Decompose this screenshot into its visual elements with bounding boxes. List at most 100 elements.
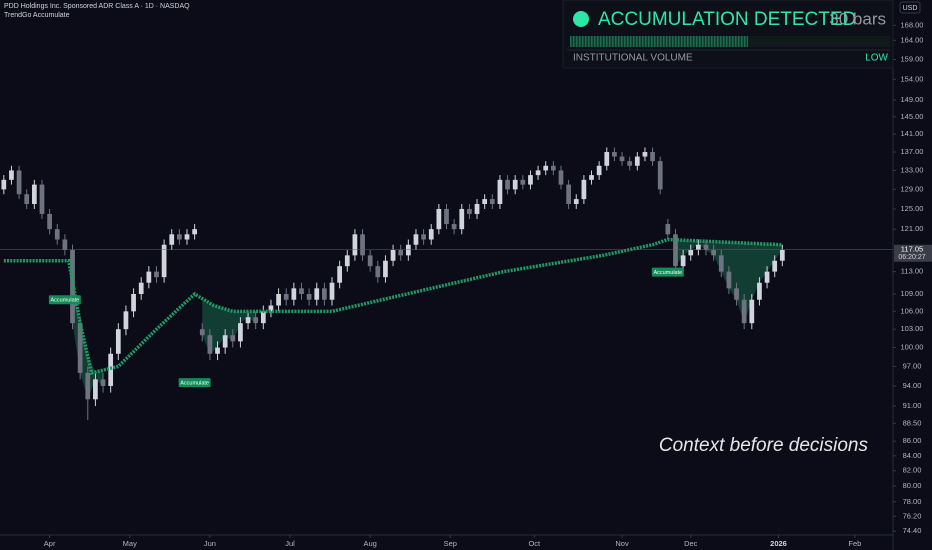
candle-body: [772, 260, 778, 272]
candle-body: [39, 184, 45, 214]
candle-body: [634, 156, 640, 166]
candle-body: [444, 208, 449, 225]
candle-body: [573, 199, 579, 205]
candle-body: [154, 271, 159, 278]
candle: [421, 229, 426, 245]
candle: [383, 255, 388, 283]
candle: [276, 288, 281, 312]
candle-body: [680, 255, 686, 267]
candle: [772, 255, 778, 278]
candle-body: [337, 266, 343, 283]
candle-body: [749, 299, 755, 324]
panel-background: [562, 0, 894, 69]
chart-title: PDD Holdings Inc. Sponsored ADR Class A …: [4, 3, 190, 10]
candle: [665, 218, 671, 240]
candle: [497, 175, 503, 209]
candle-body: [322, 288, 327, 300]
candle: [734, 282, 739, 306]
candle: [451, 218, 457, 235]
candle-body: [428, 229, 434, 240]
candle: [268, 299, 274, 318]
volume-fill: [570, 36, 748, 47]
y-tick-label: 84.00: [903, 451, 922, 460]
candle-body: [62, 239, 68, 251]
y-tick-label: 168.00: [901, 20, 924, 29]
candle: [47, 208, 52, 235]
status-text: ACCUMULATION DETECTED: [598, 9, 856, 30]
candle-body: [260, 311, 266, 324]
y-tick-label: 133.00: [901, 165, 924, 174]
candle-body: [734, 288, 739, 300]
candle: [550, 161, 556, 176]
candle-body: [291, 288, 297, 300]
candle: [169, 229, 175, 251]
candle: [314, 282, 320, 306]
candle: [459, 204, 465, 235]
candle-body: [512, 179, 518, 190]
candle-body: [306, 294, 312, 300]
y-tick-label: 100.00: [901, 343, 924, 352]
candle-body: [169, 234, 175, 245]
candle: [215, 341, 220, 361]
candle-body: [398, 250, 404, 256]
y-tick-label: 164.00: [901, 35, 924, 44]
candle-body: [230, 335, 236, 342]
candle: [444, 204, 449, 230]
candle: [726, 266, 732, 295]
y-tick-label: 121.00: [901, 224, 924, 233]
candle-body: [138, 282, 144, 295]
y-tick-label: 137.00: [901, 147, 924, 156]
candle: [337, 260, 343, 289]
candle-body: [314, 288, 320, 300]
candle-body: [726, 271, 732, 289]
x-tick-label: Jun: [204, 539, 216, 548]
candle-body: [459, 208, 465, 230]
annotation-text: Accumulate: [51, 298, 80, 304]
candle-body: [344, 255, 350, 267]
candle-body: [642, 152, 648, 157]
candle-body: [596, 165, 602, 176]
candle: [230, 329, 236, 348]
candle-body: [421, 234, 426, 240]
candle: [489, 194, 495, 209]
candle-body: [528, 175, 533, 185]
candle: [199, 323, 205, 342]
candle-body: [474, 204, 480, 214]
candle-body: [665, 224, 671, 235]
annotation-box: [48, 295, 81, 305]
candle-body: [657, 161, 663, 190]
candle: [657, 156, 663, 195]
annotation-box: [178, 378, 211, 388]
candle-body: [215, 347, 220, 354]
candle-body: [115, 329, 121, 354]
candle-body: [207, 335, 213, 354]
x-tick-label: Dec: [684, 539, 698, 548]
candle: [741, 294, 747, 330]
x-tick-label: May: [123, 539, 137, 548]
candle: [612, 147, 617, 162]
y-tick-label: 145.00: [901, 112, 924, 121]
candle-body: [253, 317, 259, 324]
candle: [322, 282, 327, 306]
candle: [779, 244, 785, 267]
candle-body: [566, 184, 571, 205]
candle-body: [673, 234, 678, 267]
currency: USD: [903, 5, 918, 12]
candle-body: [604, 152, 610, 166]
candle-body: [413, 234, 419, 245]
candle: [482, 194, 488, 209]
y-tick-label: 149.00: [901, 95, 924, 104]
candle-body: [161, 244, 167, 278]
candle: [192, 224, 197, 240]
candle: [650, 147, 655, 166]
candle: [39, 179, 45, 219]
candle-body: [77, 323, 83, 373]
candle: [176, 229, 182, 245]
candle: [711, 244, 717, 261]
candle-body: [245, 317, 251, 324]
candle-body: [131, 294, 136, 312]
annotation-text: Accumulate: [653, 270, 682, 276]
candle: [85, 366, 91, 420]
x-tick-label: Oct: [528, 539, 541, 548]
candle-body: [283, 294, 289, 300]
